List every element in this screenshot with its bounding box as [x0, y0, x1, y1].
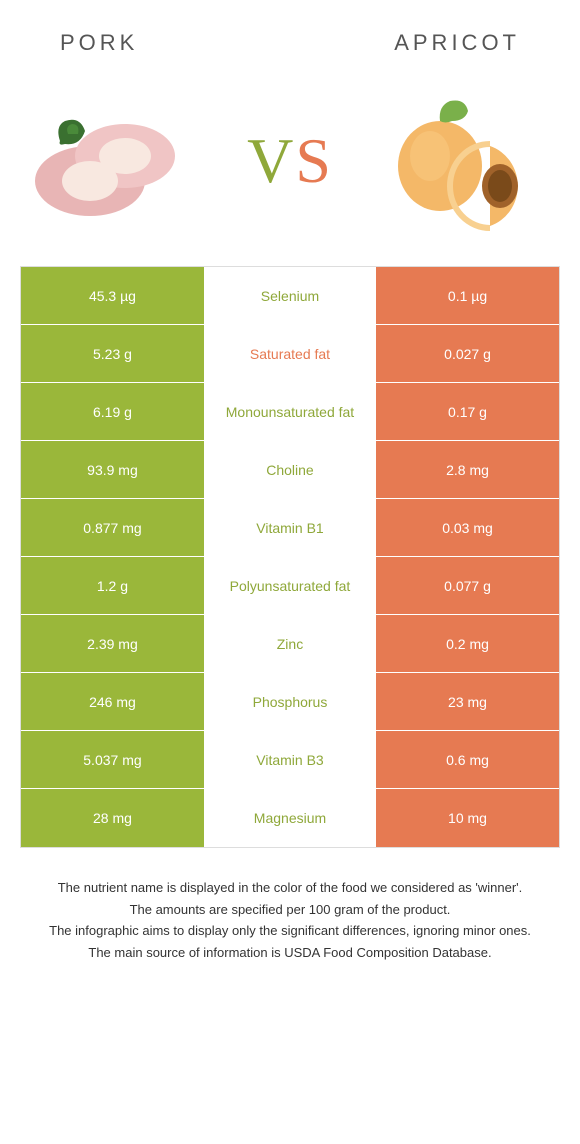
table-row: 28 mgMagnesium10 mg — [21, 789, 559, 847]
footnote-line: The main source of information is USDA F… — [30, 943, 550, 963]
hero-row: VS — [0, 66, 580, 266]
header-titles: Pork Apricot — [0, 0, 580, 66]
nutrient-name: Vitamin B3 — [204, 731, 376, 788]
vs-s: S — [295, 125, 333, 196]
right-value: 0.077 g — [376, 557, 559, 614]
table-row: 2.39 mgZinc0.2 mg — [21, 615, 559, 673]
table-row: 93.9 mgCholine2.8 mg — [21, 441, 559, 499]
nutrient-name: Zinc — [204, 615, 376, 672]
nutrient-name: Magnesium — [204, 789, 376, 847]
right-value: 0.03 mg — [376, 499, 559, 556]
left-value: 1.2 g — [21, 557, 204, 614]
left-value: 6.19 g — [21, 383, 204, 440]
nutrient-name: Polyunsaturated fat — [204, 557, 376, 614]
right-food-title: Apricot — [394, 30, 520, 56]
apricot-image — [380, 86, 550, 236]
left-value: 28 mg — [21, 789, 204, 847]
table-row: 5.23 gSaturated fat0.027 g — [21, 325, 559, 383]
right-value: 23 mg — [376, 673, 559, 730]
right-value: 0.17 g — [376, 383, 559, 440]
left-value: 2.39 mg — [21, 615, 204, 672]
footnote-line: The nutrient name is displayed in the co… — [30, 878, 550, 898]
right-value: 10 mg — [376, 789, 559, 847]
nutrient-name: Monounsaturated fat — [204, 383, 376, 440]
left-value: 5.23 g — [21, 325, 204, 382]
left-value: 5.037 mg — [21, 731, 204, 788]
right-value: 2.8 mg — [376, 441, 559, 498]
vs-v: V — [247, 125, 295, 196]
table-row: 5.037 mgVitamin B30.6 mg — [21, 731, 559, 789]
table-row: 45.3 µgSelenium0.1 µg — [21, 267, 559, 325]
left-value: 0.877 mg — [21, 499, 204, 556]
nutrient-name: Saturated fat — [204, 325, 376, 382]
footnote-line: The amounts are specified per 100 gram o… — [30, 900, 550, 920]
nutrient-name: Selenium — [204, 267, 376, 324]
right-value: 0.2 mg — [376, 615, 559, 672]
footnotes: The nutrient name is displayed in the co… — [0, 878, 580, 962]
table-row: 0.877 mgVitamin B10.03 mg — [21, 499, 559, 557]
vs-label: VS — [247, 124, 333, 198]
pork-image — [30, 86, 200, 236]
right-value: 0.027 g — [376, 325, 559, 382]
footnote-line: The infographic aims to display only the… — [30, 921, 550, 941]
table-row: 246 mgPhosphorus23 mg — [21, 673, 559, 731]
nutrient-name: Vitamin B1 — [204, 499, 376, 556]
left-value: 246 mg — [21, 673, 204, 730]
left-food-title: Pork — [60, 30, 138, 56]
nutrient-table: 45.3 µgSelenium0.1 µg5.23 gSaturated fat… — [20, 266, 560, 848]
right-value: 0.1 µg — [376, 267, 559, 324]
table-row: 6.19 gMonounsaturated fat0.17 g — [21, 383, 559, 441]
right-value: 0.6 mg — [376, 731, 559, 788]
nutrient-name: Phosphorus — [204, 673, 376, 730]
left-value: 45.3 µg — [21, 267, 204, 324]
nutrient-name: Choline — [204, 441, 376, 498]
left-value: 93.9 mg — [21, 441, 204, 498]
table-row: 1.2 gPolyunsaturated fat0.077 g — [21, 557, 559, 615]
